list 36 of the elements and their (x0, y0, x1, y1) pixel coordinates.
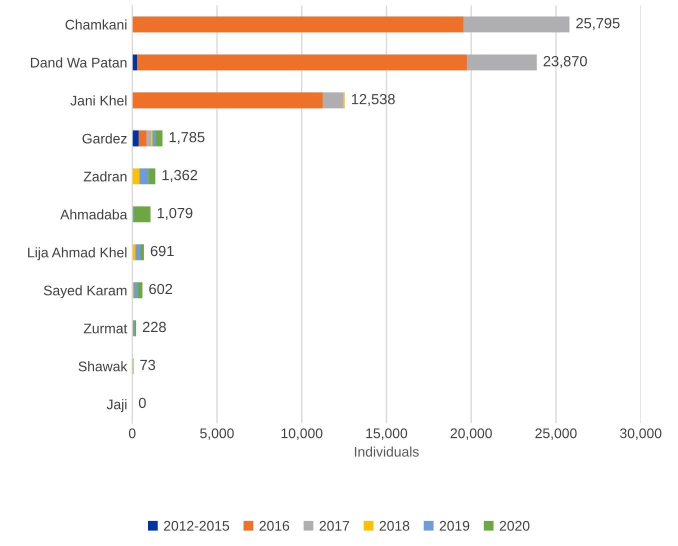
x-tick-label: 30,000 (620, 428, 662, 440)
y-tick-label: Jaji (106, 399, 126, 412)
total-label: 25,795 (576, 18, 620, 30)
y-tick-label: Shawak (78, 361, 128, 372)
total-label: 12,538 (352, 94, 395, 106)
y-tick-label: Lija Ahmad Khel (28, 247, 126, 260)
total-label: 1,079 (158, 208, 192, 220)
x-tick-label: 20,000 (450, 428, 492, 440)
y-tick-label: Zurmat (84, 324, 128, 334)
total-label: 691 (150, 246, 174, 256)
x-tick-label: 25,000 (535, 428, 577, 440)
y-tick-label: Gardez (82, 133, 127, 144)
legend-label: 2018 (380, 520, 410, 531)
y-tick-label: Zadran (84, 171, 126, 182)
x-tick-label: 10,000 (282, 428, 322, 440)
text: 0 (138, 398, 146, 408)
y-tick-label: Ahmadaba (60, 209, 128, 220)
total-label: 1,785 (170, 132, 204, 144)
legend-label: 2012-2015 (164, 520, 230, 531)
y-tick-label: Sayed Karam (44, 285, 126, 298)
x-tick-label: 5,000 (200, 428, 234, 440)
legend-label: 2020 (500, 520, 530, 531)
total-label: 228 (142, 322, 166, 332)
y-tick-label: Jani Khel (70, 95, 126, 106)
total-label: 23,870 (544, 56, 587, 68)
legend-label: 2016 (260, 520, 290, 531)
x-axis-title: Individuals (354, 446, 419, 457)
legend-label: 2017 (320, 520, 350, 531)
legend-label: 2019 (440, 520, 470, 531)
x-tick-label: 0 (128, 428, 136, 438)
total-label: 73 (140, 360, 156, 370)
x-tick-label: 15,000 (366, 428, 408, 440)
y-tick-label: Chamkani (66, 19, 126, 30)
total-label: 602 (149, 284, 172, 294)
y-tick-label: Dand Wa Patan (30, 57, 126, 68)
total-label: 1,362 (162, 170, 198, 182)
